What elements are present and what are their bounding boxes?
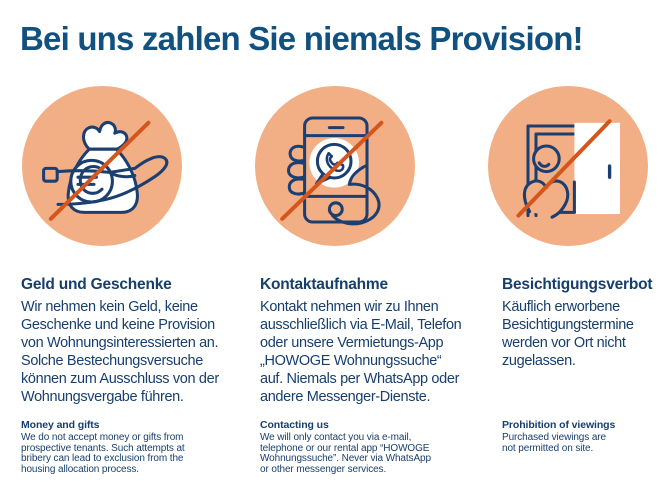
column-contacting: Kontaktaufnahme Kontakt nehmen wir zu Ih… (255, 86, 488, 474)
no-viewings-door-icon (488, 86, 648, 246)
page-title: Bei uns zahlen Sie niemals Provision! (20, 20, 584, 57)
person-face-line (537, 161, 551, 168)
hand-finger-line (108, 170, 137, 179)
en-block-money: Money and gifts We do not accept money o… (21, 419, 249, 475)
en-heading-viewings: Prohibition of viewings (502, 419, 616, 431)
prohibition-slash (516, 119, 612, 218)
de-heading-contact: Kontaktaufnahme (260, 276, 388, 293)
money-bag-knot (81, 120, 129, 151)
de-body-viewings: Käuflich erworbene Besichtigungstermine … (502, 299, 634, 369)
column-money-and-gifts: Geld und Geschenke Wir nehmen kein Geld,… (21, 86, 249, 474)
open-door-panel (574, 122, 620, 214)
no-whatsapp-phone-icon (255, 86, 415, 246)
euro-symbol-arc (78, 164, 104, 195)
en-block-viewings: Prohibition of viewings Purchased viewin… (502, 419, 672, 454)
chat-bubble (315, 142, 353, 180)
prohibition-slash (280, 120, 384, 221)
phone-home-button (327, 201, 344, 218)
en-heading-contact: Contacting us (260, 419, 329, 431)
en-block-contact: Contacting us We will only contact you v… (260, 419, 488, 475)
open-hand-outline (55, 155, 169, 206)
en-heading-money: Money and gifts (21, 419, 100, 431)
hand-cuff (42, 166, 59, 183)
person-head (532, 144, 561, 174)
prohibition-slash (48, 120, 151, 221)
finger (287, 177, 307, 196)
finger (288, 144, 307, 163)
de-body-money: Wir nehmen kein Geld, keine Geschenke un… (21, 299, 219, 405)
column-viewings: Besichtigungsverbot Käuflich erworbene B… (488, 86, 672, 453)
de-heading-money: Geld und Geschenke (21, 276, 172, 293)
de-body-contact: Kontakt nehmen wir zu Ihnen ausschließli… (260, 299, 462, 405)
en-body-money: We do not accept money or gifts from pro… (21, 432, 185, 475)
en-body-viewings: Purchased viewings are not permitted on … (502, 432, 606, 454)
no-money-hand-icon (22, 86, 182, 246)
en-body-contact: We will only contact you via e-mail, tel… (260, 432, 431, 475)
de-heading-viewings: Besichtigungsverbot (502, 276, 653, 293)
thumb-and-palm (331, 163, 381, 226)
